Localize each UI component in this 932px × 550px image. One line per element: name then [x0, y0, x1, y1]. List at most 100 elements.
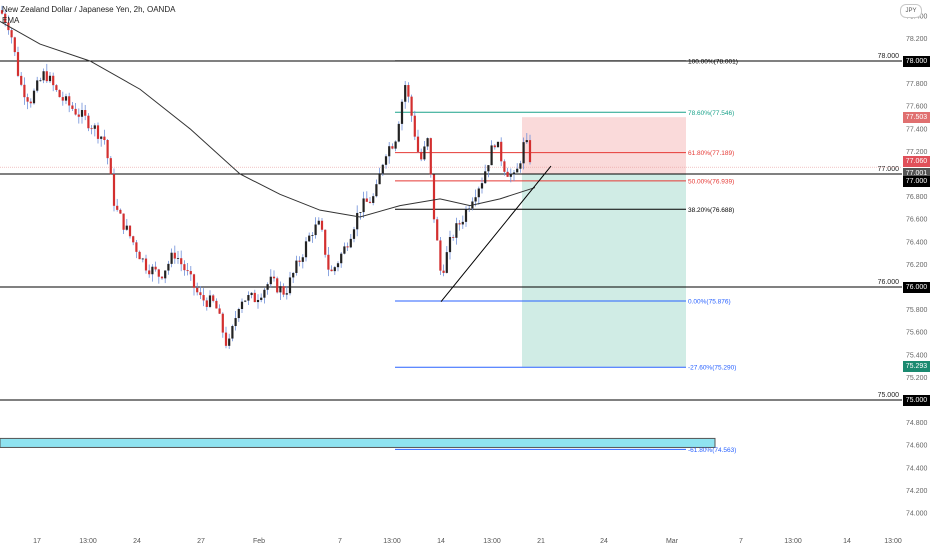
- currency-badge[interactable]: JPY: [900, 4, 922, 18]
- stop-loss-zone: [522, 117, 686, 174]
- candle: [244, 300, 247, 303]
- candle: [26, 93, 29, 110]
- candle: [144, 254, 148, 274]
- candle: [458, 220, 461, 231]
- price-tick-label: 77.600: [906, 104, 928, 111]
- candle: [132, 235, 135, 246]
- fib-level-label: 38.20%(76.688): [688, 207, 734, 214]
- candle-body: [432, 174, 436, 220]
- candle: [464, 206, 468, 227]
- candle: [285, 285, 288, 300]
- candle-body: [58, 90, 61, 98]
- candle-body: [253, 292, 256, 303]
- candle: [42, 68, 45, 84]
- candle-body: [372, 196, 375, 203]
- fib-level-label: -27.60%(75.290): [688, 365, 736, 372]
- candle: [349, 233, 352, 249]
- candle: [80, 102, 84, 124]
- price-tick-label: 75.200: [906, 375, 928, 382]
- candle: [288, 271, 292, 296]
- candle: [493, 143, 496, 150]
- candle: [183, 260, 186, 276]
- candle: [404, 80, 407, 109]
- candle-body: [173, 252, 176, 259]
- candle-body: [87, 115, 90, 129]
- candle: [90, 125, 93, 135]
- candle: [500, 137, 503, 167]
- candle: [397, 121, 400, 143]
- candle-body: [119, 209, 122, 214]
- candle-body: [4, 13, 7, 23]
- candle: [410, 94, 413, 122]
- candle: [240, 298, 244, 314]
- candle-body: [330, 269, 333, 272]
- candle-body: [269, 276, 272, 285]
- fib-level-label: 78.60%(77.546): [688, 110, 734, 117]
- candle: [23, 77, 26, 105]
- candle-body: [90, 128, 93, 130]
- candle-body: [13, 37, 16, 53]
- candlestick-series: [0, 5, 532, 349]
- candle-body: [234, 318, 237, 327]
- candle-body: [388, 146, 391, 157]
- symbol-title[interactable]: New Zealand Dollar / Japanese Yen, 2h, O…: [2, 5, 176, 14]
- price-tick-label: 76.200: [906, 262, 928, 269]
- candle: [368, 196, 372, 204]
- candle-body: [455, 223, 458, 238]
- candle-body: [295, 260, 298, 273]
- candle: [413, 110, 416, 141]
- candle-body: [522, 142, 525, 164]
- price-tick-label: 74.400: [906, 465, 928, 472]
- candle-body: [279, 286, 282, 293]
- candle: [455, 217, 458, 245]
- price-axis-tag: 76.000: [903, 281, 930, 293]
- level-label: 75.000: [878, 392, 900, 399]
- candle: [96, 122, 100, 144]
- candle-body: [157, 269, 160, 277]
- candle-body: [244, 300, 247, 302]
- candle: [295, 255, 298, 276]
- candle-body: [317, 220, 320, 225]
- candle: [247, 291, 250, 305]
- candle-body: [96, 125, 100, 139]
- candle-body: [45, 71, 48, 82]
- candle: [234, 310, 237, 331]
- level-label: 77.000: [878, 166, 900, 173]
- candle-body: [148, 270, 151, 275]
- candle-body: [196, 287, 199, 293]
- candle-body: [528, 140, 532, 163]
- horizontal-levels: 78.000 77.000 76.000 75.000: [0, 53, 902, 401]
- indicator-label[interactable]: EMA: [2, 16, 20, 25]
- candle: [77, 108, 80, 124]
- candle-body: [109, 158, 112, 175]
- candle: [128, 225, 132, 239]
- candle-body: [247, 295, 250, 301]
- candle: [356, 205, 359, 237]
- candle: [250, 292, 253, 299]
- price-axis-tag: 75.000: [903, 394, 930, 406]
- candle: [400, 99, 404, 131]
- candle: [314, 217, 317, 239]
- candle-body: [484, 171, 487, 184]
- candle: [68, 92, 71, 113]
- candle-body: [477, 188, 480, 198]
- candle: [13, 36, 16, 57]
- price-axis-tag: 78.000: [903, 55, 930, 67]
- candle: [32, 88, 36, 105]
- candle-body: [452, 237, 455, 238]
- candle-body: [0, 10, 4, 14]
- candle: [528, 134, 532, 165]
- candle: [365, 191, 368, 202]
- chart-header: New Zealand Dollar / Japanese Yen, 2h, O…: [2, 4, 175, 26]
- candle-body: [407, 85, 410, 97]
- price-tick-label: 76.400: [906, 239, 928, 246]
- candle: [484, 164, 487, 184]
- candle-body: [397, 123, 400, 142]
- candle-body: [362, 198, 365, 213]
- candle-body: [240, 301, 244, 310]
- candle: [180, 250, 183, 272]
- candle-body: [308, 235, 311, 242]
- candle: [340, 251, 343, 268]
- price-tick-label: 77.200: [906, 149, 928, 156]
